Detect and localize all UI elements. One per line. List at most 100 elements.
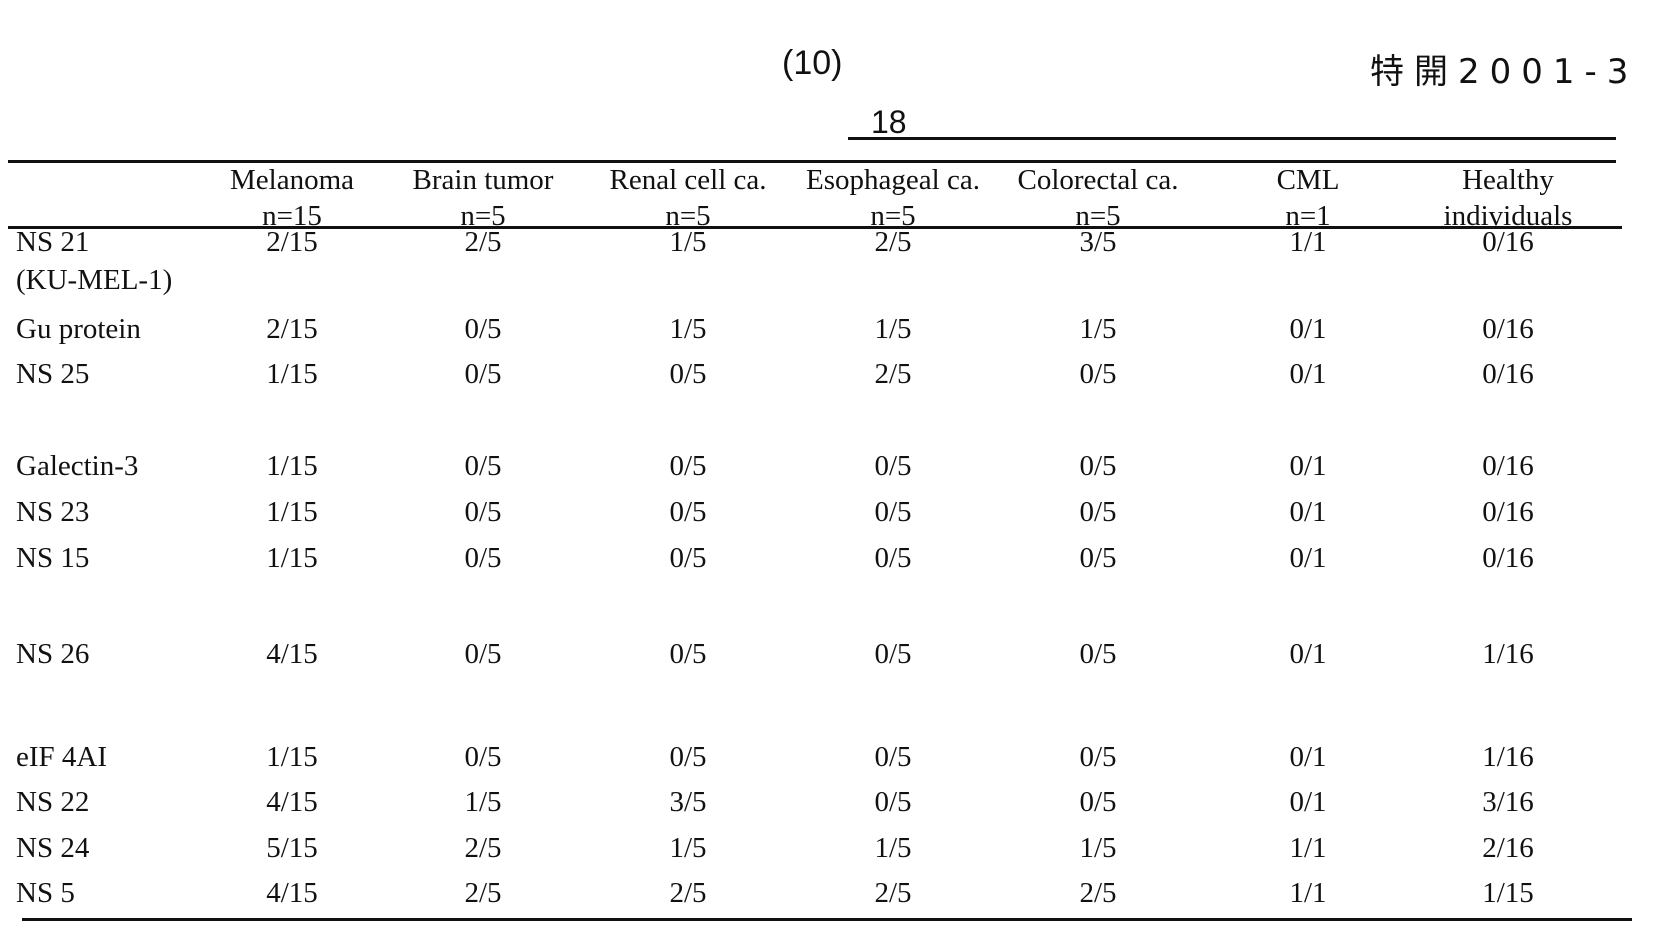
table-cell: 0/5 bbox=[628, 634, 748, 674]
table-cell: 2/5 bbox=[833, 222, 953, 262]
table-cell: 0/16 bbox=[1448, 492, 1568, 532]
table-cell: 0/5 bbox=[628, 446, 748, 486]
table-cell: 0/5 bbox=[628, 737, 748, 777]
table-cell: 0/5 bbox=[1038, 354, 1158, 394]
table-cell: 0/5 bbox=[423, 309, 543, 349]
table-top-rule-right bbox=[848, 137, 1616, 140]
row-label: NS 24 bbox=[16, 828, 89, 868]
row-label: eIF 4AI bbox=[16, 737, 107, 777]
row-label: NS 25 bbox=[16, 354, 89, 394]
column-header: CML bbox=[1198, 160, 1418, 200]
table-cell: 2/5 bbox=[423, 873, 543, 913]
row-label: NS 5 bbox=[16, 873, 75, 913]
table-cell: 0/5 bbox=[833, 737, 953, 777]
table-cell: 0/5 bbox=[1038, 492, 1158, 532]
table-cell: 0/1 bbox=[1248, 446, 1368, 486]
table-cell: 0/1 bbox=[1248, 538, 1368, 578]
table-cell: 1/5 bbox=[833, 828, 953, 868]
table-cell: 0/16 bbox=[1448, 446, 1568, 486]
table-cell: 0/5 bbox=[833, 446, 953, 486]
page-number: (10) bbox=[782, 44, 842, 83]
table-cell: 1/1 bbox=[1248, 828, 1368, 868]
table-cell: 1/5 bbox=[628, 309, 748, 349]
table-cell: 1/16 bbox=[1448, 634, 1568, 674]
table-cell: 1/5 bbox=[423, 782, 543, 822]
table-cell: 2/5 bbox=[1038, 873, 1158, 913]
column-header: Colorectal ca. bbox=[988, 160, 1208, 200]
table-cell: 0/16 bbox=[1448, 538, 1568, 578]
row-label: NS 15 bbox=[16, 538, 89, 578]
table-cell: 1/5 bbox=[1038, 309, 1158, 349]
table-cell: 0/5 bbox=[423, 737, 543, 777]
table-cell: 0/1 bbox=[1248, 782, 1368, 822]
publication-number: 特開2001-3 bbox=[1370, 44, 1638, 93]
table-cell: 1/15 bbox=[232, 354, 352, 394]
table-cell: 1/15 bbox=[232, 446, 352, 486]
table-cell: 0/1 bbox=[1248, 634, 1368, 674]
table-cell: 0/16 bbox=[1448, 354, 1568, 394]
column-header: Esophageal ca. bbox=[783, 160, 1003, 200]
table-cell: 0/5 bbox=[423, 446, 543, 486]
table-cell: 0/5 bbox=[833, 492, 953, 532]
table-cell: 0/1 bbox=[1248, 492, 1368, 532]
table-cell: 1/15 bbox=[232, 737, 352, 777]
table-cell: 3/5 bbox=[628, 782, 748, 822]
column-number: 18 bbox=[871, 104, 907, 141]
table-cell: 2/15 bbox=[232, 222, 352, 262]
column-header: Renal cell ca. bbox=[578, 160, 798, 200]
table-cell: 1/5 bbox=[628, 828, 748, 868]
row-label: NS 22 bbox=[16, 782, 89, 822]
table-cell: 1/15 bbox=[1448, 873, 1568, 913]
column-header: Brain tumor bbox=[373, 160, 593, 200]
table-cell: 2/15 bbox=[232, 309, 352, 349]
table-cell: 0/5 bbox=[833, 538, 953, 578]
table-cell: 1/5 bbox=[628, 222, 748, 262]
table-cell: 0/1 bbox=[1248, 737, 1368, 777]
table-cell: 3/5 bbox=[1038, 222, 1158, 262]
table-cell: 2/16 bbox=[1448, 828, 1568, 868]
table-cell: 2/5 bbox=[423, 828, 543, 868]
table-cell: 0/5 bbox=[1038, 737, 1158, 777]
table-cell: 2/5 bbox=[628, 873, 748, 913]
table-bottom-rule bbox=[22, 918, 1632, 921]
table-cell: 0/5 bbox=[628, 492, 748, 532]
row-label: Gu protein bbox=[16, 309, 141, 349]
table-cell: 4/15 bbox=[232, 873, 352, 913]
row-label: Galectin-3 bbox=[16, 446, 138, 486]
table-cell: 4/15 bbox=[232, 782, 352, 822]
table-cell: 0/5 bbox=[833, 782, 953, 822]
row-label-sub: (KU-MEL-1) bbox=[16, 260, 172, 300]
table-cell: 2/5 bbox=[833, 873, 953, 913]
table-cell: 1/1 bbox=[1248, 873, 1368, 913]
table-cell: 0/5 bbox=[423, 492, 543, 532]
table-cell: 0/16 bbox=[1448, 222, 1568, 262]
table-cell: 1/15 bbox=[232, 492, 352, 532]
table-cell: 0/5 bbox=[1038, 634, 1158, 674]
table-cell: 2/5 bbox=[423, 222, 543, 262]
table-cell: 0/5 bbox=[833, 634, 953, 674]
table-cell: 1/15 bbox=[232, 538, 352, 578]
table-cell: 0/5 bbox=[1038, 782, 1158, 822]
table-cell: 1/5 bbox=[833, 309, 953, 349]
table-cell: 1/5 bbox=[1038, 828, 1158, 868]
table-cell: 0/5 bbox=[1038, 538, 1158, 578]
column-header: Melanoma bbox=[182, 160, 402, 200]
table-cell: 0/5 bbox=[423, 634, 543, 674]
table-cell: 5/15 bbox=[232, 828, 352, 868]
table-cell: 0/5 bbox=[628, 354, 748, 394]
table-cell: 0/5 bbox=[423, 354, 543, 394]
table-cell: 1/1 bbox=[1248, 222, 1368, 262]
table-cell: 0/1 bbox=[1248, 309, 1368, 349]
table-cell: 0/5 bbox=[628, 538, 748, 578]
column-header: Healthy bbox=[1398, 160, 1618, 200]
table-cell: 0/1 bbox=[1248, 354, 1368, 394]
row-label: NS 26 bbox=[16, 634, 89, 674]
table-cell: 0/16 bbox=[1448, 309, 1568, 349]
table-cell: 1/16 bbox=[1448, 737, 1568, 777]
table-cell: 3/16 bbox=[1448, 782, 1568, 822]
table-cell: 0/5 bbox=[423, 538, 543, 578]
row-label: NS 21 bbox=[16, 222, 89, 262]
row-label: NS 23 bbox=[16, 492, 89, 532]
table-cell: 0/5 bbox=[1038, 446, 1158, 486]
table-cell: 4/15 bbox=[232, 634, 352, 674]
